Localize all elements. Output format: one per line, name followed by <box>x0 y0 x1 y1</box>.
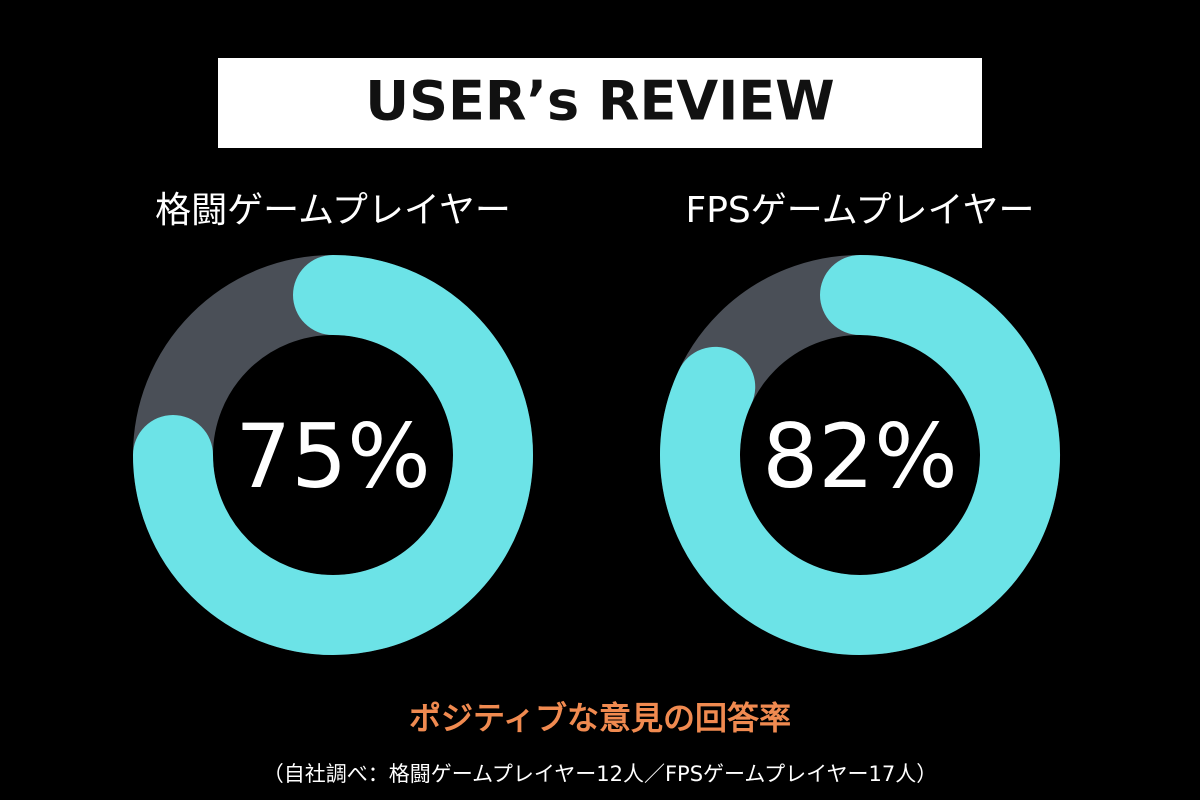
caption: ポジティブな意見の回答率 <box>409 699 791 737</box>
chart-title: 格闘ゲームプレイヤー <box>155 190 511 231</box>
value-label: 82% <box>762 405 958 508</box>
note: （自社調べ：格闘ゲームプレイヤー12人／FPSゲームプレイヤー17人） <box>263 762 937 786</box>
value-label: 75% <box>235 405 431 508</box>
page-title: USER’s REVIEW <box>365 70 834 133</box>
chart-title: FPSゲームプレイヤー <box>686 190 1035 231</box>
title-box <box>218 58 982 148</box>
donut-arc <box>660 255 1060 655</box>
donut-arc <box>133 255 533 655</box>
